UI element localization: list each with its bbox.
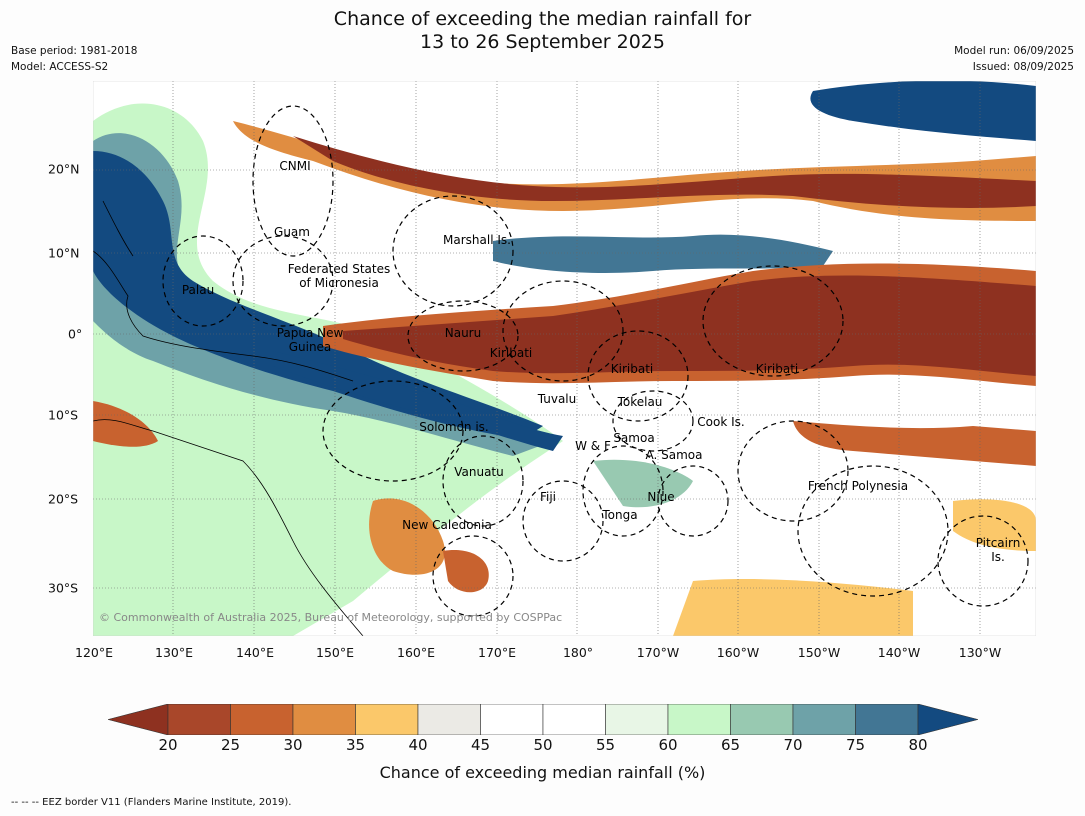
region-label: Samoa — [613, 431, 654, 445]
rainfall-map: CNMI Guam Marshall Is. Federated States … — [93, 81, 1036, 636]
colorbar-bin — [167, 704, 231, 735]
region-label: Is. — [991, 550, 1005, 564]
y-tick-label: 20°S — [48, 491, 79, 507]
colorbar-bin — [230, 704, 294, 735]
region-label: A. Samoa — [646, 448, 703, 462]
colorbar-bin — [355, 704, 419, 735]
y-tick-label: 0° — [68, 326, 83, 342]
x-tick-label: 180° — [562, 645, 594, 660]
x-tick-label: 160°W — [716, 645, 760, 660]
graticule — [93, 81, 1036, 636]
colorbar-bin — [605, 704, 669, 735]
x-tick-label: 170°W — [636, 645, 680, 660]
region-label: Guam — [274, 225, 310, 239]
colorbar-tick-label: 40 — [408, 736, 428, 754]
colorbar-tick-label: 75 — [845, 736, 866, 754]
x-tick-label: 150°W — [797, 645, 841, 660]
colorbar-tick-label: 80 — [908, 736, 928, 754]
colorbar-tick-label: 20 — [158, 736, 178, 754]
x-tick-label: 140°E — [235, 645, 275, 660]
region-label: Solomon is. — [419, 420, 489, 434]
region-label: Vanuatu — [454, 465, 504, 479]
colorbar-bin — [667, 704, 731, 735]
x-tick-label: 170°E — [477, 645, 517, 660]
y-tick-label: 10°S — [48, 407, 79, 423]
colorbar-bin — [855, 704, 919, 735]
colorbar-extend-low — [108, 704, 169, 735]
colorbar-tick-label: 25 — [220, 736, 241, 754]
model-info: Base period: 1981-2018 Model: ACCESS-S2 — [11, 43, 137, 75]
y-tick-label: 10°N — [48, 245, 80, 261]
colorbar-tick-label: 50 — [533, 736, 553, 754]
colorbar-extend-high — [917, 704, 978, 735]
map-title: Chance of exceeding the median rainfall … — [0, 8, 1085, 54]
x-tick-label: 150°E — [315, 645, 355, 660]
colorbar-tick-label: 35 — [345, 736, 366, 754]
title-line-2: 13 to 26 September 2025 — [420, 31, 665, 53]
colorbar-bin — [480, 704, 544, 735]
rainfall-field — [93, 81, 1036, 636]
x-tick-label: 130°W — [958, 645, 1002, 660]
title-line-1: Chance of exceeding the median rainfall … — [333, 8, 752, 30]
region-label: Pitcairn — [976, 536, 1021, 550]
run-info: Model run: 06/09/2025 Issued: 08/09/2025 — [954, 43, 1074, 75]
region-label: Guinea — [289, 340, 332, 354]
region-label: Nauru — [445, 326, 481, 340]
region-label: Cook Is. — [697, 415, 744, 429]
region-label: Palau — [182, 283, 214, 297]
region-label: W & F — [575, 439, 611, 453]
colorbar-bin — [730, 704, 794, 735]
region-label: Fiji — [540, 490, 556, 504]
y-tick-label: 30°S — [48, 580, 79, 596]
colorbar-tick-label: 55 — [595, 736, 616, 754]
region-label: French Polynesia — [808, 479, 908, 493]
colorbar-bin — [417, 704, 481, 735]
issued-date: Issued: 08/09/2025 — [972, 61, 1074, 73]
colorbar-tick-label: 65 — [720, 736, 741, 754]
colorbar-bin — [792, 704, 856, 735]
region-label: Kiribati — [490, 346, 532, 360]
x-tick-label: 130°E — [154, 645, 194, 660]
colorbar-tick-label: 70 — [783, 736, 803, 754]
x-tick-label: 140°W — [877, 645, 921, 660]
colorbar — [108, 704, 978, 735]
model-name: Model: ACCESS-S2 — [11, 61, 109, 73]
x-tick-label: 160°E — [396, 645, 436, 660]
y-tick-label: 20°N — [48, 161, 80, 177]
region-label: Papua New — [277, 326, 344, 340]
region-label: Kiribati — [756, 362, 798, 376]
region-label: Tokelau — [617, 395, 663, 409]
colorbar-tick-label: 60 — [658, 736, 678, 754]
copyright-notice: © Commonwealth of Australia 2025, Bureau… — [99, 611, 562, 624]
region-label: Tonga — [601, 508, 637, 522]
region-label: Marshall Is. — [443, 233, 511, 247]
region-label: of Micronesia — [299, 276, 379, 290]
coastlines — [93, 200, 364, 636]
eez-borders — [162, 105, 1029, 617]
region-label: Kiribati — [611, 362, 653, 376]
region-label: CNMI — [279, 159, 310, 173]
eez-footnote: -- -- -- EEZ border V11 (Flanders Marine… — [11, 797, 292, 808]
region-label: New Caledonia — [402, 518, 492, 532]
colorbar-tick-label: 45 — [470, 736, 491, 754]
colorbar-label: Chance of exceeding median rainfall (%) — [379, 763, 706, 782]
x-tick-label: 120°E — [74, 645, 114, 660]
colorbar-bin — [292, 704, 356, 735]
region-label: Niue — [647, 490, 674, 504]
region-label: Tuvalu — [537, 392, 577, 406]
base-period: Base period: 1981-2018 — [11, 45, 138, 57]
region-label: Federated States — [288, 262, 390, 276]
colorbar-bin — [542, 704, 606, 735]
colorbar-tick-label: 30 — [283, 736, 303, 754]
model-run-date: Model run: 06/09/2025 — [954, 45, 1074, 57]
